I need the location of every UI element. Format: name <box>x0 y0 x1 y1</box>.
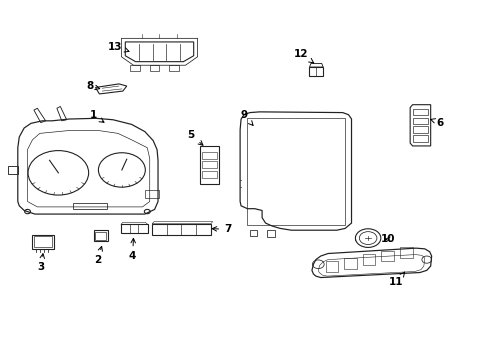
Text: 3: 3 <box>37 254 45 272</box>
Bar <box>34 236 52 247</box>
Text: 4: 4 <box>129 238 136 261</box>
Bar <box>32 234 54 249</box>
Bar <box>344 258 357 269</box>
Bar <box>200 146 219 184</box>
Bar <box>400 247 413 258</box>
Bar <box>121 225 148 233</box>
Bar <box>96 231 106 239</box>
Text: 8: 8 <box>87 81 99 91</box>
Bar <box>73 203 107 210</box>
Bar <box>310 67 323 76</box>
Text: 11: 11 <box>389 272 405 287</box>
Bar <box>202 161 217 168</box>
Text: 13: 13 <box>108 42 129 52</box>
Text: 7: 7 <box>212 225 232 234</box>
Bar <box>381 251 394 261</box>
Bar <box>413 126 428 133</box>
Bar <box>363 254 375 265</box>
Bar <box>94 230 108 241</box>
Bar <box>145 190 159 198</box>
Bar <box>247 118 345 225</box>
Bar <box>202 171 217 178</box>
Text: 6: 6 <box>431 118 444 128</box>
Bar <box>202 152 217 159</box>
Bar <box>413 117 428 124</box>
Bar <box>413 109 428 115</box>
Text: 9: 9 <box>241 111 253 125</box>
Text: 2: 2 <box>94 247 102 265</box>
Bar <box>413 135 428 142</box>
Bar <box>152 224 211 234</box>
Bar <box>326 261 338 272</box>
Text: 5: 5 <box>188 130 203 145</box>
Text: 10: 10 <box>380 234 395 244</box>
Text: 12: 12 <box>294 49 314 63</box>
Text: 1: 1 <box>90 111 104 122</box>
